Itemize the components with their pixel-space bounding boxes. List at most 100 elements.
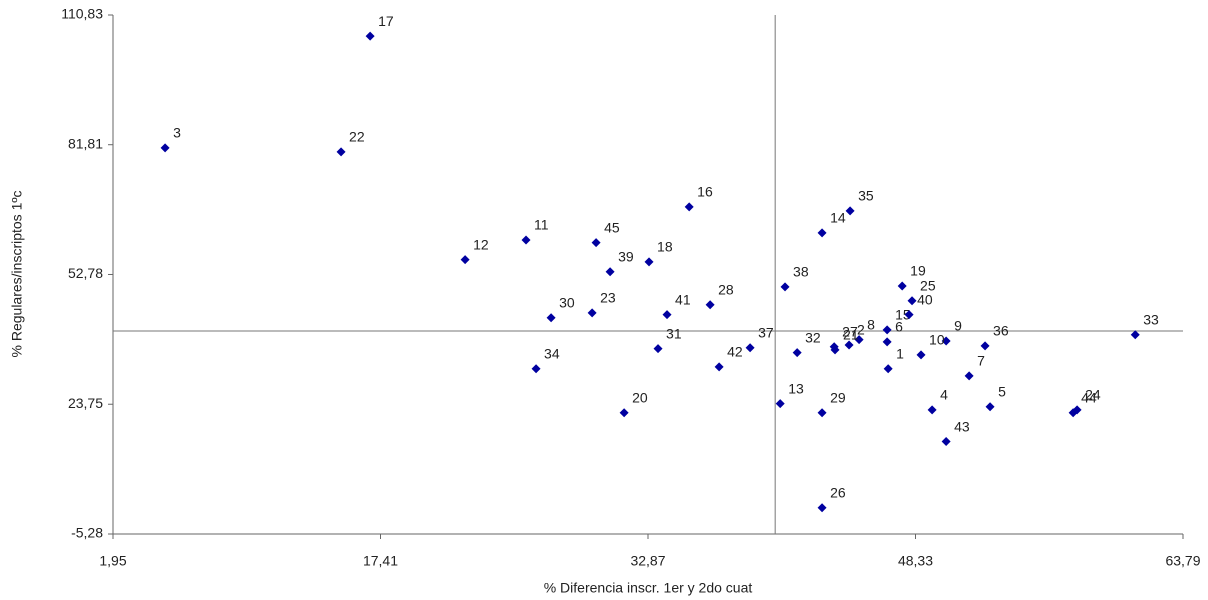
point-label: 39 bbox=[618, 248, 634, 264]
data-point bbox=[460, 255, 470, 265]
point-label: 24 bbox=[1085, 387, 1101, 403]
point-label: 10 bbox=[929, 332, 945, 348]
y-tick-label: 110,83 bbox=[61, 6, 103, 22]
point-label: 16 bbox=[697, 184, 713, 200]
point-label: 1 bbox=[896, 345, 904, 361]
data-point bbox=[587, 308, 597, 318]
x-tick-label: 63,79 bbox=[1165, 553, 1200, 569]
data-point bbox=[817, 503, 827, 513]
point-label: 33 bbox=[1143, 311, 1159, 327]
point-label: 15 bbox=[895, 307, 911, 323]
x-tick-label: 48,33 bbox=[898, 553, 933, 569]
point-label: 18 bbox=[657, 239, 673, 255]
data-point bbox=[882, 337, 892, 347]
y-tick-label: 23,75 bbox=[68, 395, 103, 411]
point-label: 30 bbox=[559, 294, 575, 310]
data-point bbox=[844, 340, 854, 350]
point-label: 6 bbox=[895, 319, 903, 335]
data-point bbox=[883, 364, 893, 374]
point-label: 29 bbox=[830, 389, 846, 405]
x-tick-label: 32,87 bbox=[630, 553, 665, 569]
point-label: 12 bbox=[473, 236, 489, 252]
data-point bbox=[521, 235, 531, 245]
data-point bbox=[684, 202, 694, 212]
data-point bbox=[531, 364, 541, 374]
point-label: 5 bbox=[998, 383, 1006, 399]
data-point bbox=[792, 348, 802, 358]
y-tick-label: 52,78 bbox=[68, 265, 103, 281]
data-point bbox=[904, 310, 914, 320]
data-point bbox=[985, 402, 995, 412]
data-point bbox=[705, 300, 715, 310]
point-label: 27 bbox=[842, 324, 858, 340]
point-label: 17 bbox=[378, 13, 394, 29]
x-tick-label: 17,41 bbox=[363, 553, 398, 569]
data-point bbox=[160, 143, 170, 153]
data-point bbox=[653, 344, 663, 354]
point-label: 36 bbox=[993, 323, 1009, 339]
data-point bbox=[897, 281, 907, 291]
data-point bbox=[662, 310, 672, 320]
point-label: 26 bbox=[830, 484, 846, 500]
point-label: 9 bbox=[954, 318, 962, 334]
point-label: 44 bbox=[1081, 389, 1097, 405]
point-label: 37 bbox=[758, 324, 774, 340]
point-label: 14 bbox=[830, 210, 846, 226]
point-label: 28 bbox=[718, 281, 734, 297]
y-tick-label: -5,28 bbox=[71, 525, 103, 541]
point-label: 31 bbox=[666, 325, 682, 341]
data-point bbox=[745, 343, 755, 353]
data-point bbox=[775, 399, 785, 409]
data-point bbox=[854, 335, 864, 345]
data-point bbox=[365, 31, 375, 41]
point-label: 35 bbox=[858, 188, 874, 204]
data-point bbox=[591, 238, 601, 248]
point-label: 23 bbox=[600, 290, 616, 306]
point-label: 43 bbox=[954, 418, 970, 434]
point-label: 22 bbox=[349, 129, 365, 145]
point-label: 13 bbox=[788, 380, 804, 396]
point-label: 8 bbox=[867, 316, 875, 332]
data-point bbox=[964, 371, 974, 381]
data-point bbox=[817, 408, 827, 418]
point-label: 41 bbox=[675, 291, 691, 307]
point-label: 11 bbox=[534, 217, 549, 233]
data-point bbox=[546, 313, 556, 323]
data-point bbox=[817, 228, 827, 238]
data-point bbox=[619, 408, 629, 418]
point-label: 32 bbox=[805, 329, 821, 345]
data-point bbox=[1130, 330, 1140, 340]
data-point bbox=[1068, 408, 1078, 418]
point-label: 2 bbox=[857, 322, 865, 338]
point-label: 7 bbox=[977, 353, 985, 369]
point-label: 45 bbox=[604, 219, 620, 235]
point-label: 38 bbox=[793, 264, 809, 280]
y-axis-label: % Regulares/inscriptos 1ºc bbox=[9, 191, 25, 358]
point-label: 21 bbox=[843, 327, 859, 343]
data-point bbox=[336, 147, 346, 157]
data-point bbox=[927, 405, 937, 415]
x-axis-label: % Diferencia inscr. 1er y 2do cuat bbox=[544, 580, 753, 596]
data-point bbox=[916, 350, 926, 360]
point-label: 4 bbox=[940, 387, 948, 403]
point-label: 19 bbox=[910, 263, 926, 279]
data-point bbox=[845, 206, 855, 216]
point-label: 3 bbox=[173, 125, 181, 141]
data-point bbox=[980, 341, 990, 351]
x-tick-label: 1,95 bbox=[99, 553, 126, 569]
data-point bbox=[941, 437, 951, 447]
point-label: 40 bbox=[917, 291, 933, 307]
data-point bbox=[829, 342, 839, 352]
data-point bbox=[644, 257, 654, 267]
data-point bbox=[907, 296, 917, 306]
point-label: 34 bbox=[544, 345, 560, 361]
data-point bbox=[941, 336, 951, 346]
data-point bbox=[605, 267, 615, 277]
point-label: 20 bbox=[632, 389, 648, 405]
point-label: 42 bbox=[727, 344, 743, 360]
data-point bbox=[882, 325, 892, 335]
data-point bbox=[780, 282, 790, 292]
y-tick-label: 81,81 bbox=[68, 135, 103, 151]
data-point bbox=[714, 362, 724, 372]
